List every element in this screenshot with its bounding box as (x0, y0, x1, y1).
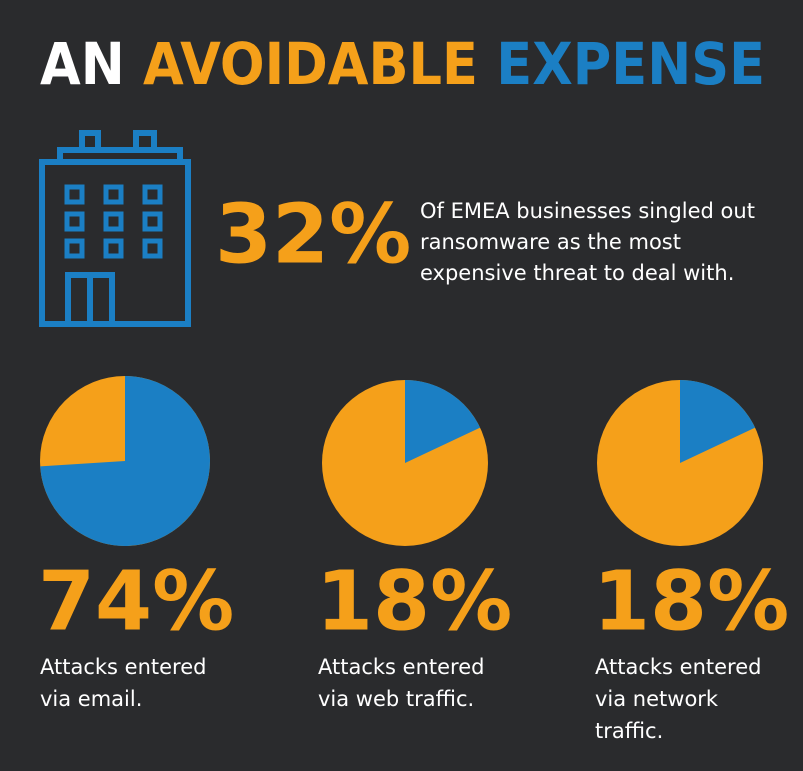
pie-value-label: 18% (593, 554, 789, 649)
highlight-stat: 32% (215, 187, 411, 282)
pie-caption: Attacks entered (40, 655, 206, 679)
title-word: EXPENSE (496, 30, 765, 98)
pie-caption: Attacks entered (318, 655, 484, 679)
title-word: AVOIDABLE (143, 30, 478, 98)
pie-value-label: 74% (38, 554, 234, 649)
pie-slice (680, 380, 756, 463)
pie-caption: traffic. (595, 719, 663, 743)
pie-slice (405, 380, 481, 463)
building-icon (39, 130, 191, 327)
pie-caption: Attacks entered (595, 655, 761, 679)
pie-slice (40, 376, 210, 546)
pie-caption: via email. (40, 687, 142, 711)
highlight-text: expensive threat to deal with. (420, 261, 734, 285)
pie-caption: via web traffic. (318, 687, 474, 711)
title: AN AVOIDABLE EXPENSE (40, 30, 765, 98)
pie-caption: via network (595, 687, 719, 711)
title-word: AN (40, 30, 125, 98)
highlight-text: Of EMEA businesses singled out (420, 199, 755, 223)
highlight-text: ransomware as the most (420, 230, 681, 254)
pie-value-label: 18% (316, 554, 512, 649)
